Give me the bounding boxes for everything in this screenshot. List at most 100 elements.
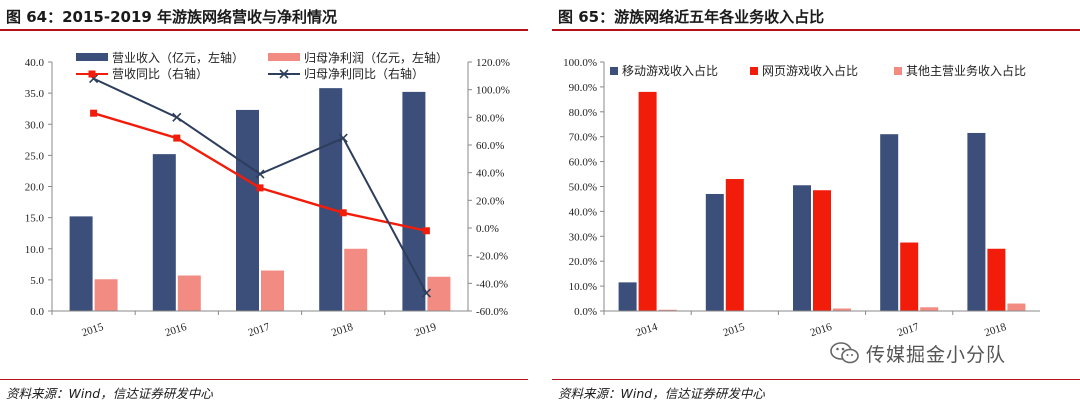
y-tick-label: 80.0% — [569, 107, 597, 119]
right-source-rule — [552, 379, 1080, 380]
y-tick-label: 60.0% — [569, 157, 597, 169]
right-tick-label: 120.0% — [476, 57, 510, 69]
legend-label: 移动游戏收入占比 — [622, 63, 718, 78]
revenue-yoy-point — [173, 134, 181, 142]
left-title-rule — [0, 29, 528, 31]
profit-yoy-point — [338, 133, 348, 143]
revenue-bar — [236, 109, 259, 312]
watermark: 传媒掘金小分队 — [830, 340, 1006, 370]
x-tick-label: 2014 — [634, 321, 659, 339]
legend-marker — [279, 69, 289, 79]
other-business-bar — [920, 307, 939, 311]
wechat-icon — [830, 341, 860, 370]
revenue-profit-chart: 0.0 5.0 10.0 15.0 20.0 25.0 30.0 35.0 40.0 -60.0%… — [25, 50, 510, 339]
revenue-bar — [69, 216, 93, 311]
left-tick-label: 5.0 — [30, 275, 44, 287]
right-source-note: 资料来源：Wind，信达证券研发中心 — [558, 386, 765, 401]
web-game-bar — [900, 242, 919, 311]
right-tick-label: 60.0% — [476, 140, 504, 152]
legend-swatch — [268, 53, 300, 61]
legend-label: 其他主营业务收入占比 — [906, 63, 1026, 78]
mobile-game-bar — [618, 282, 637, 311]
x-tick-label: 2019 — [413, 321, 438, 339]
legend-marker — [88, 70, 96, 78]
y-tick-label: 40.0% — [569, 206, 597, 218]
x-tick-label: 2016 — [809, 321, 834, 339]
web-game-bar — [725, 179, 744, 311]
net-profit-bar — [94, 279, 118, 311]
x-tick-label: 2015 — [722, 321, 747, 339]
right-tick-label: -60.0% — [476, 306, 508, 318]
profit-yoy-point — [172, 112, 182, 122]
revenue-bar — [152, 154, 176, 311]
x-tick-label: 2017 — [247, 321, 272, 339]
web-game-bar — [638, 91, 657, 311]
net-profit-bar — [261, 270, 284, 311]
right-tick-label: 0.0% — [476, 223, 499, 235]
legend-swatch — [76, 53, 108, 61]
profit-yoy-point — [255, 169, 265, 179]
mobile-game-bar — [705, 193, 724, 311]
left-figure-panel: 图 64：2015-2019 年游族网络营收与净利情况 0.0 5.0 10.0 15… — [0, 0, 528, 408]
left-tick-label: 30.0 — [25, 119, 45, 131]
net-profit-bar — [177, 275, 201, 311]
revenue-yoy-point — [339, 209, 347, 217]
y-tick-label: 30.0% — [569, 231, 597, 243]
x-tick-label: 2018 — [330, 321, 355, 339]
right-tick-label: -40.0% — [476, 278, 508, 290]
left-tick-label: 25.0 — [25, 150, 45, 162]
legend-swatch — [610, 67, 618, 75]
y-tick-label: 100.0% — [563, 57, 597, 69]
other-business-bar — [833, 308, 851, 311]
x-tick-label: 2015 — [80, 321, 105, 339]
revenue-yoy-point — [90, 109, 98, 117]
left-figure-title: 图 64：2015-2019 年游族网络营收与净利情况 — [6, 8, 338, 26]
x-tick-label: 2018 — [983, 321, 1008, 339]
web-game-bar — [987, 248, 1006, 311]
profit-yoy-point — [421, 288, 431, 298]
right-figure-panel: 图 65：游族网络近五年各业务收入占比 0.0% 10.0% 20.0% 30.0% 4… — [552, 0, 1080, 408]
right-tick-label: 80.0% — [476, 112, 504, 124]
revenue-yoy-point — [256, 184, 264, 192]
mobile-game-bar — [793, 185, 811, 311]
revenue-yoy-line — [93, 112, 427, 232]
left-tick-label: 0.0 — [30, 306, 44, 318]
net-profit-bar — [427, 276, 451, 311]
right-title-rule — [552, 29, 1080, 31]
business-share-chart: 0.0% 10.0% 20.0% 30.0% 40.0% 50.0% 60.0% 70.0% 8… — [563, 57, 1040, 339]
y-tick-label: 70.0% — [569, 132, 597, 144]
legend-label: 归母净利润（亿元，左轴） — [304, 50, 448, 65]
left-tick-label: 10.0 — [25, 244, 45, 256]
y-tick-label: 20.0% — [569, 256, 597, 268]
left-tick-label: 40.0 — [25, 57, 45, 69]
legend-label: 网页游戏收入占比 — [762, 63, 858, 78]
other-business-bar — [1007, 303, 1026, 311]
legend-label: 归母净利同比（右轴） — [304, 66, 424, 81]
left-tick-label: 35.0 — [25, 88, 45, 100]
other-business-bar — [658, 309, 677, 311]
legend-label: 营收同比（右轴） — [112, 66, 208, 81]
right-tick-label: 100.0% — [476, 85, 510, 97]
left-source-note: 资料来源：Wind，信达证券研发中心 — [6, 386, 213, 401]
y-tick-label: 10.0% — [569, 281, 597, 293]
left-tick-label: 15.0 — [25, 213, 45, 225]
revenue-yoy-point — [422, 227, 430, 235]
legend-swatch — [750, 67, 758, 75]
watermark-text: 传媒掘金小分队 — [866, 344, 1007, 366]
legend-swatch — [894, 67, 902, 75]
right-figure-title: 图 65：游族网络近五年各业务收入占比 — [558, 8, 825, 26]
left-tick-label: 20.0 — [25, 182, 45, 194]
right-tick-label: 40.0% — [476, 168, 504, 180]
revenue-bar — [319, 88, 343, 311]
x-tick-label: 2016 — [164, 321, 189, 339]
y-tick-label: 0.0% — [574, 306, 597, 318]
right-tick-label: -20.0% — [476, 251, 508, 263]
revenue-bar — [402, 91, 426, 311]
x-tick-label: 2017 — [896, 321, 921, 339]
web-game-bar — [813, 190, 831, 311]
legend-label: 营业收入（亿元，左轴） — [112, 50, 244, 65]
mobile-game-bar — [967, 132, 986, 311]
mobile-game-bar — [880, 134, 899, 311]
y-tick-label: 90.0% — [569, 82, 597, 94]
y-tick-label: 50.0% — [569, 182, 597, 194]
